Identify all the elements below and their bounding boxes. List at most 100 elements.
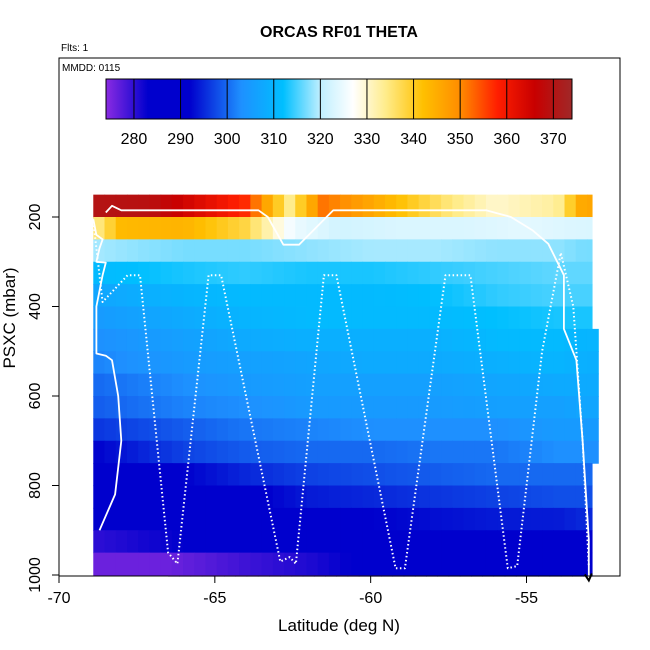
heatmap-cell bbox=[575, 396, 588, 419]
heatmap-cell bbox=[295, 507, 308, 531]
heatmap-cell bbox=[284, 194, 296, 218]
heatmap-cell bbox=[485, 552, 498, 576]
heatmap-cell bbox=[295, 306, 308, 330]
heatmap-cell bbox=[407, 261, 420, 285]
heatmap-cell bbox=[429, 261, 442, 285]
heatmap-cell bbox=[362, 261, 375, 285]
heatmap-cell bbox=[306, 351, 319, 375]
heatmap-cell bbox=[194, 507, 207, 531]
heatmap-cell bbox=[115, 396, 128, 419]
heatmap-cell bbox=[239, 507, 251, 531]
heatmap-cell bbox=[586, 306, 593, 330]
heatmap-cell bbox=[474, 306, 487, 330]
heatmap-cell bbox=[194, 306, 207, 330]
heatmap-cell bbox=[553, 396, 566, 419]
heatmap-cell bbox=[340, 261, 352, 285]
heatmap-cell bbox=[474, 530, 487, 554]
heatmap-cell bbox=[93, 306, 106, 330]
heatmap-cell bbox=[272, 351, 285, 375]
heatmap-cell bbox=[586, 239, 593, 263]
heatmap-cell bbox=[351, 351, 364, 375]
heatmap-cell bbox=[575, 552, 588, 576]
heatmap-cell bbox=[328, 552, 341, 576]
heatmap-cell bbox=[396, 418, 409, 442]
heatmap-cell bbox=[519, 239, 532, 263]
colorbar-tick-label: 360 bbox=[493, 131, 520, 148]
heatmap-cell bbox=[205, 239, 218, 263]
heatmap-cell bbox=[340, 351, 352, 375]
heatmap-cell bbox=[542, 507, 554, 531]
heatmap-cell bbox=[508, 418, 521, 442]
heatmap-cell bbox=[216, 284, 229, 308]
heatmap-cell bbox=[306, 463, 319, 487]
heatmap-cell bbox=[138, 328, 150, 352]
heatmap-cell bbox=[272, 396, 285, 419]
heatmap-cell bbox=[284, 463, 296, 487]
heatmap-cell bbox=[149, 306, 162, 330]
heatmap-cell bbox=[183, 418, 195, 442]
heatmap-cell bbox=[104, 373, 117, 397]
heatmap-cell bbox=[340, 418, 352, 442]
heatmap-cell bbox=[205, 440, 218, 464]
heatmap-cell bbox=[463, 463, 476, 487]
heatmap-cell bbox=[485, 194, 498, 218]
heatmap-cell bbox=[216, 306, 229, 330]
heatmap-cell bbox=[171, 463, 184, 487]
heatmap-cell bbox=[138, 418, 150, 442]
heatmap-cell bbox=[351, 552, 364, 576]
heatmap-cell bbox=[239, 485, 251, 509]
heatmap-cell bbox=[508, 552, 521, 576]
heatmap-cell bbox=[115, 217, 128, 240]
heatmap-cell bbox=[485, 306, 498, 330]
heatmap-cell bbox=[284, 507, 296, 531]
heatmap-cell bbox=[575, 530, 588, 554]
heatmap-cell bbox=[396, 194, 409, 218]
heatmap-cell bbox=[452, 463, 465, 487]
heatmap-cell bbox=[441, 284, 453, 308]
heatmap-cell bbox=[194, 284, 207, 308]
heatmap-cell bbox=[183, 217, 195, 240]
heatmap-cell bbox=[553, 440, 566, 464]
heatmap-cell bbox=[553, 552, 566, 576]
heatmap-cell bbox=[508, 373, 521, 397]
heatmap-cell bbox=[115, 418, 128, 442]
heatmap-cell bbox=[396, 507, 409, 531]
heatmap-cell bbox=[485, 261, 498, 285]
heatmap-cell bbox=[227, 194, 240, 218]
heatmap-cell bbox=[385, 284, 397, 308]
heatmap-cell bbox=[261, 306, 274, 330]
heatmap-cell bbox=[104, 239, 117, 263]
heatmap-cell bbox=[138, 373, 150, 397]
heatmap-cell bbox=[183, 440, 195, 464]
heatmap-cell bbox=[272, 463, 285, 487]
heatmap-cell bbox=[396, 485, 409, 509]
heatmap-cell bbox=[205, 306, 218, 330]
heatmap-cell bbox=[530, 239, 543, 263]
heatmap-cell bbox=[474, 396, 487, 419]
heatmap-cell bbox=[104, 463, 117, 487]
heatmap-cell bbox=[227, 351, 240, 375]
heatmap-cell bbox=[429, 418, 442, 442]
heatmap-cell bbox=[530, 485, 543, 509]
heatmap-cell bbox=[362, 306, 375, 330]
heatmap-cell bbox=[272, 328, 285, 352]
heatmap-cell bbox=[362, 373, 375, 397]
heatmap-cell bbox=[250, 396, 263, 419]
heatmap-cell bbox=[385, 261, 397, 285]
heatmap-cell bbox=[396, 440, 409, 464]
heatmap-cell bbox=[542, 239, 554, 263]
heatmap-cell bbox=[485, 351, 498, 375]
heatmap-cell bbox=[441, 373, 453, 397]
heatmap-cell bbox=[171, 306, 184, 330]
heatmap-cell bbox=[441, 194, 453, 218]
heatmap-cell bbox=[429, 507, 442, 531]
heatmap-cell bbox=[586, 261, 593, 285]
heatmap-cell bbox=[542, 284, 554, 308]
heatmap-cell bbox=[452, 396, 465, 419]
heatmap-cell bbox=[362, 396, 375, 419]
heatmap-cell bbox=[340, 440, 352, 464]
heatmap-cell bbox=[205, 507, 218, 531]
heatmap-cell bbox=[497, 328, 510, 352]
heatmap-cell bbox=[284, 552, 296, 576]
heatmap-cell bbox=[149, 351, 162, 375]
